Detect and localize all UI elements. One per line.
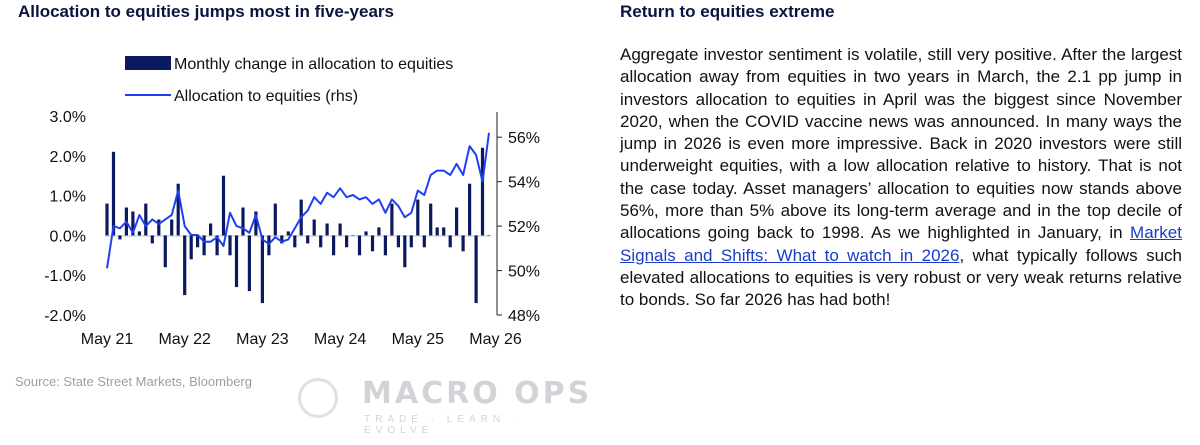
allocation-line: [106, 132, 490, 269]
bar-jan-25: [390, 203, 394, 236]
source-note: Source: State Street Markets, Bloomberg: [15, 374, 252, 389]
bar-sep-24: [364, 231, 368, 236]
bar-jul-22: [196, 235, 200, 248]
bar-jun-22: [189, 235, 193, 260]
bar-dec-22: [228, 235, 232, 256]
bar-feb-26: [474, 235, 478, 304]
legend-label-allocation: Allocation to equities (rhs): [174, 88, 358, 105]
market-signals-link[interactable]: Market Signals and Shifts: What to watch…: [620, 223, 1182, 265]
bar-mar-23: [247, 235, 251, 292]
bar-aug-23: [280, 235, 284, 244]
bar-mar-25: [403, 235, 407, 268]
x-tick-label: May 24: [314, 331, 367, 348]
bar-oct-23: [293, 235, 297, 248]
bar-may-23: [260, 235, 264, 304]
bar-jun-24: [345, 235, 349, 248]
bar-jun-23: [267, 235, 271, 256]
bar-oct-21: [137, 231, 141, 236]
bar-oct-22: [215, 235, 219, 256]
bar-dec-21: [150, 235, 154, 244]
bar-series: [105, 147, 491, 304]
commentary-paragraph: Aggregate investor sentiment is volatile…: [620, 44, 1182, 312]
right-tick-label: 52%: [508, 219, 540, 236]
bar-jun-21: [111, 151, 116, 236]
bar-jan-26: [468, 183, 472, 236]
bar-oct-25: [448, 235, 452, 248]
allocation-chart: Monthly change in allocation to equities…: [44, 56, 540, 348]
bar-jan-23: [234, 235, 239, 288]
left-tick-label: 3.0%: [50, 109, 86, 126]
bar-jan-22: [157, 219, 161, 236]
left-axis: -2.0% -1.0% 0.0% 1.0% 2.0% 3.0%: [44, 109, 86, 325]
bar-sep-21: [131, 211, 135, 236]
bar-may-21: [105, 203, 109, 236]
watermark-circle-icon: [298, 378, 338, 418]
bar-apr-25: [409, 235, 413, 248]
bar-feb-24: [319, 235, 323, 248]
section-title: Return to equities extreme: [620, 2, 835, 21]
bar-feb-25: [396, 235, 400, 248]
x-tick-label: May 23: [236, 331, 289, 348]
bar-may-25: [416, 199, 420, 236]
bar-apr-24: [332, 235, 336, 256]
watermark-logo: MACRO OPS TRADE · LEARN · EVOLVE: [298, 376, 598, 436]
bar-dec-25: [461, 235, 465, 252]
watermark-tagline: TRADE · LEARN · EVOLVE: [364, 414, 522, 436]
left-tick-label: 0.0%: [50, 228, 86, 245]
bar-feb-22: [163, 235, 167, 268]
bar-apr-23: [254, 211, 258, 236]
watermark-name: MACRO OPS: [362, 376, 593, 411]
x-axis: May 21 May 22 May 23 May 24 May 25 May 26: [81, 331, 522, 348]
bar-jul-25: [429, 203, 433, 236]
x-tick-label: May 21: [81, 331, 134, 348]
bar-aug-22: [202, 235, 206, 256]
bar-mar-26: [480, 147, 485, 236]
bar-apr-26: [487, 235, 491, 236]
right-tick-label: 54%: [508, 175, 540, 192]
paragraph-text-after: , what typically follows such elevated a…: [620, 245, 1182, 310]
bar-jul-24: [351, 235, 355, 236]
left-tick-label: -2.0%: [44, 308, 86, 325]
bar-aug-25: [435, 227, 439, 236]
bar-oct-24: [370, 235, 375, 252]
legend-bar-swatch: [125, 56, 171, 70]
bar-sep-22: [209, 223, 213, 236]
bar-jun-25: [422, 235, 426, 248]
bar-jul-23: [273, 203, 277, 236]
x-tick-label: May 26: [469, 331, 522, 348]
bar-nov-21: [144, 203, 148, 236]
legend: Monthly change in allocation to equities…: [125, 56, 453, 105]
right-axis: 48% 50% 52% 54% 56%: [497, 130, 540, 325]
right-tick-label: 48%: [508, 308, 540, 325]
right-tick-label: 50%: [508, 264, 540, 281]
bar-nov-22: [221, 175, 226, 236]
bar-aug-24: [357, 235, 362, 256]
bar-dec-24: [383, 235, 387, 256]
bar-jan-24: [312, 219, 316, 236]
bar-nov-24: [377, 227, 381, 236]
bar-may-22: [183, 235, 187, 296]
bar-sep-25: [442, 227, 446, 236]
bar-feb-23: [241, 207, 245, 236]
bar-mar-22: [170, 219, 174, 236]
bar-apr-22: [176, 183, 180, 236]
bar-may-24: [338, 223, 342, 236]
x-tick-label: May 25: [392, 331, 445, 348]
bar-sep-23: [286, 231, 290, 236]
right-tick-label: 56%: [508, 130, 540, 147]
left-tick-label: 1.0%: [50, 189, 86, 206]
left-tick-label: 2.0%: [50, 149, 86, 166]
paragraph-text-before: Aggregate investor sentiment is volatile…: [620, 45, 1182, 243]
left-tick-label: -1.0%: [44, 268, 86, 285]
chart-title: Allocation to equities jumps most in fiv…: [18, 2, 394, 21]
bar-jul-21: [118, 235, 122, 240]
x-tick-label: May 22: [158, 331, 211, 348]
bar-nov-25: [455, 207, 459, 236]
legend-label-monthly-change: Monthly change in allocation to equities: [174, 56, 453, 73]
bar-mar-24: [325, 223, 329, 236]
bar-dec-23: [306, 235, 310, 244]
